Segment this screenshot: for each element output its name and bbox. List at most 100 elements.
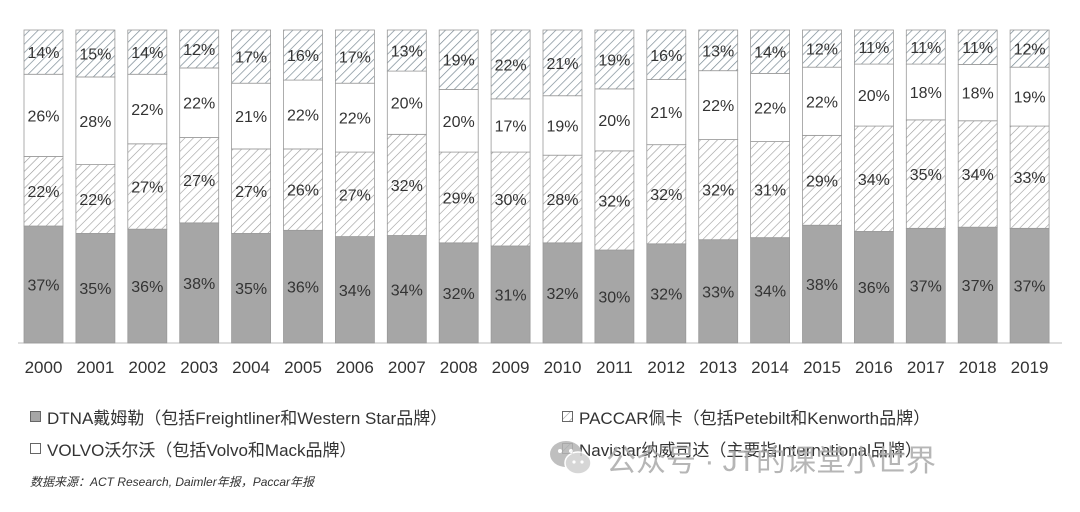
- bar-dtna-2014: [750, 237, 790, 344]
- data-label-navistar-2012: 16%: [650, 48, 682, 65]
- bar-paccar-2019: [1009, 125, 1050, 229]
- bar-navistar-2008: [438, 29, 479, 90]
- data-label-volvo-2007: 20%: [391, 96, 423, 113]
- data-label-dtna-2015: 38%: [806, 277, 838, 294]
- bar-volvo-2008: [438, 89, 479, 153]
- data-label-paccar-2005: 26%: [287, 183, 319, 200]
- data-label-paccar-2000: 22%: [27, 184, 59, 201]
- legend-swatch-volvo: [30, 443, 41, 454]
- data-label-volvo-2001: 28%: [79, 114, 111, 131]
- data-label-navistar-2000: 14%: [27, 45, 59, 62]
- data-label-volvo-2005: 22%: [287, 108, 319, 125]
- data-label-volvo-2013: 22%: [702, 98, 734, 115]
- bar-volvo-2011: [594, 88, 635, 152]
- data-label-navistar-2014: 14%: [754, 45, 786, 62]
- data-label-navistar-2010: 21%: [546, 56, 578, 73]
- bar-navistar-2004: [231, 29, 272, 84]
- bar-volvo-2009: [490, 98, 531, 153]
- x-tick-label-2016: 2016: [855, 358, 893, 377]
- bar-dtna-2011: [594, 249, 635, 344]
- x-tick-label-2006: 2006: [336, 358, 374, 377]
- stacked-bar-chart: 37% 22% 26% 14% 35% 22% 28% 15% 36% 27% 22% 14% 38% 2…: [18, 29, 1062, 377]
- data-label-navistar-2015: 12%: [806, 42, 838, 59]
- data-label-navistar-2019: 12%: [1014, 42, 1046, 59]
- data-label-volvo-2017: 18%: [910, 85, 942, 102]
- data-label-volvo-2008: 20%: [443, 114, 475, 131]
- watermark: 公众号 · JT的课堂小世界: [548, 436, 936, 480]
- bar-navistar-2013: [698, 29, 739, 72]
- data-label-dtna-2011: 30%: [598, 290, 630, 307]
- data-label-paccar-2008: 29%: [443, 190, 475, 207]
- data-label-dtna-2010: 32%: [546, 286, 578, 303]
- bar-dtna-2019: [1009, 227, 1050, 344]
- data-label-paccar-2013: 32%: [702, 183, 734, 200]
- data-label-paccar-2019: 33%: [1014, 170, 1046, 187]
- data-label-paccar-2011: 32%: [598, 193, 630, 210]
- bar-navistar-2001: [75, 29, 116, 78]
- data-label-navistar-2006: 17%: [339, 50, 371, 67]
- legend-item-dtna: DTNA戴姆勒（包括Freightliner和Western Star品牌）: [30, 404, 447, 429]
- data-label-navistar-2003: 12%: [183, 42, 215, 59]
- x-tick-label-2017: 2017: [907, 358, 945, 377]
- x-tick-label-2015: 2015: [803, 358, 841, 377]
- data-label-dtna-2002: 36%: [131, 279, 163, 296]
- data-label-paccar-2017: 35%: [910, 167, 942, 184]
- bar-paccar-2009: [490, 151, 531, 247]
- legend-label-volvo: VOLVO沃尔沃（包括Volvo和Mack品牌）: [47, 441, 357, 460]
- bar-paccar-2006: [334, 151, 375, 237]
- data-label-volvo-2000: 26%: [27, 108, 59, 125]
- bar-volvo-2013: [698, 70, 739, 140]
- x-tick-label-2002: 2002: [128, 358, 166, 377]
- bar-volvo-2001: [75, 76, 116, 165]
- bar-dtna-2001: [75, 233, 116, 344]
- bar-navistar-2018: [957, 29, 998, 65]
- bar-navistar-2016: [854, 29, 894, 65]
- x-tick-label-2009: 2009: [492, 358, 530, 377]
- data-label-paccar-2004: 27%: [235, 184, 267, 201]
- bar-dtna-2007: [386, 235, 427, 344]
- bar-navistar-2005: [283, 29, 323, 81]
- data-label-paccar-2010: 28%: [546, 192, 578, 209]
- x-tick-label-2018: 2018: [959, 358, 997, 377]
- data-label-dtna-2009: 31%: [495, 287, 527, 304]
- bar-paccar-2001: [75, 164, 116, 234]
- bar-volvo-2002: [127, 73, 168, 145]
- bar-paccar-2003: [179, 137, 220, 224]
- x-tick-label-2010: 2010: [544, 358, 582, 377]
- data-label-dtna-2006: 34%: [339, 283, 371, 300]
- data-label-navistar-2017: 11%: [910, 40, 941, 57]
- x-tick-label-2008: 2008: [440, 358, 478, 377]
- x-tick-label-2005: 2005: [284, 358, 322, 377]
- data-label-volvo-2012: 21%: [650, 105, 682, 122]
- data-label-volvo-2010: 19%: [546, 118, 578, 135]
- bar-navistar-2010: [542, 29, 583, 97]
- bar-navistar-2009: [490, 29, 531, 100]
- data-label-paccar-2014: 31%: [754, 183, 786, 200]
- bar-paccar-2000: [23, 156, 64, 227]
- bar-paccar-2012: [646, 144, 687, 245]
- bar-paccar-2013: [698, 139, 739, 241]
- x-tick-label-2003: 2003: [180, 358, 218, 377]
- bar-navistar-2015: [802, 29, 842, 68]
- data-label-paccar-2006: 27%: [339, 187, 371, 204]
- data-label-dtna-2001: 35%: [79, 281, 111, 298]
- x-tick-label-2007: 2007: [388, 358, 426, 377]
- data-label-paccar-2002: 27%: [131, 180, 163, 197]
- bar-navistar-2011: [594, 29, 635, 90]
- data-label-volvo-2002: 22%: [131, 102, 163, 119]
- bar-navistar-2007: [386, 29, 427, 72]
- data-label-navistar-2013: 13%: [702, 43, 734, 60]
- bar-navistar-2002: [127, 29, 168, 75]
- bar-volvo-2006: [334, 82, 375, 153]
- bar-volvo-2004: [231, 82, 272, 150]
- data-label-dtna-2018: 37%: [962, 278, 994, 295]
- data-label-dtna-2017: 37%: [910, 279, 942, 296]
- data-label-volvo-2014: 22%: [754, 100, 786, 117]
- bar-volvo-2012: [646, 79, 687, 146]
- data-label-paccar-2007: 32%: [391, 178, 423, 195]
- data-label-dtna-2016: 36%: [858, 280, 890, 297]
- bar-dtna-2015: [802, 224, 842, 344]
- legend-swatch-dtna: [30, 411, 41, 422]
- watermark-text: 公众号 · JT的课堂小世界: [606, 445, 936, 478]
- bar-dtna-2000: [23, 225, 64, 344]
